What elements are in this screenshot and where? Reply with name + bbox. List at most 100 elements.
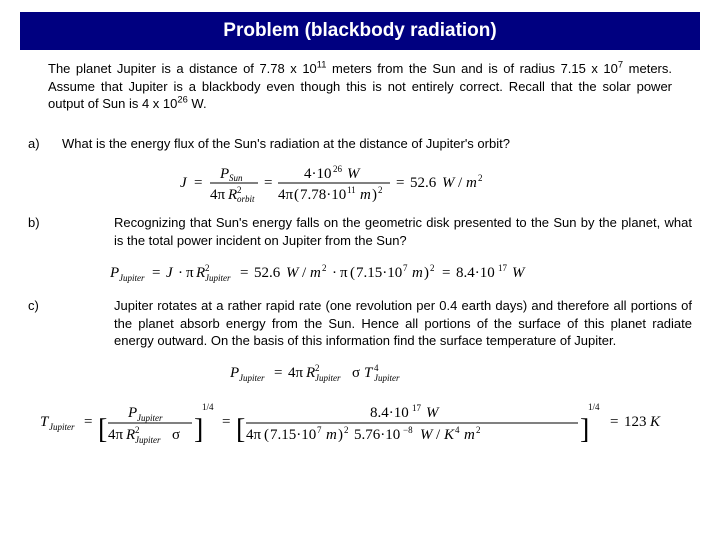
svg-text:2: 2 xyxy=(135,425,140,435)
svg-text:2: 2 xyxy=(344,425,349,435)
equation-a: J = PSun 4πR2orbit = 4·1026W 4π (7.78·10… xyxy=(28,162,692,204)
svg-text:P: P xyxy=(127,405,137,421)
equation-c1: PJupiter = 4πR2Jupiter σ T4Jupiter xyxy=(28,360,692,386)
svg-text:7.15·10: 7.15·10 xyxy=(270,427,316,443)
svg-text:17: 17 xyxy=(412,403,422,413)
svg-text:P: P xyxy=(110,265,119,281)
intro-text: The planet Jupiter is a distance of 7.78… xyxy=(28,60,692,125)
svg-text:·: · xyxy=(178,265,183,281)
svg-text:4π: 4π xyxy=(246,427,262,443)
svg-text:7.78·10: 7.78·10 xyxy=(300,187,346,203)
svg-text:Jupiter: Jupiter xyxy=(119,273,145,283)
svg-text:W: W xyxy=(442,175,456,191)
svg-text:/: / xyxy=(458,175,463,191)
svg-text:K: K xyxy=(649,414,661,430)
svg-text:4: 4 xyxy=(455,425,460,435)
svg-text:P: P xyxy=(230,365,239,381)
svg-text:2: 2 xyxy=(476,425,481,435)
svg-text:Jupiter: Jupiter xyxy=(205,273,231,283)
svg-text:W: W xyxy=(512,265,526,281)
svg-text:7: 7 xyxy=(403,263,408,273)
svg-text:): ) xyxy=(424,265,429,281)
svg-text:2: 2 xyxy=(378,185,383,195)
svg-text:orbit: orbit xyxy=(237,194,255,204)
svg-text:m: m xyxy=(310,265,321,281)
svg-text:=: = xyxy=(84,414,92,430)
svg-text:52.6: 52.6 xyxy=(410,175,437,191)
svg-text:=: = xyxy=(240,265,248,281)
equation-b: PJupiter = J·πR2Jupiter = 52.6W/m2 ·π (7… xyxy=(28,259,692,287)
svg-text:5.76·10: 5.76·10 xyxy=(354,427,400,443)
svg-text:J: J xyxy=(180,175,188,191)
question-c: c) Jupiter rotates at a rather rapid rat… xyxy=(28,297,692,350)
svg-text:): ) xyxy=(372,187,377,203)
svg-text:=: = xyxy=(610,414,618,430)
svg-text:W: W xyxy=(420,427,434,443)
svg-text:−8: −8 xyxy=(403,425,413,435)
svg-text:π: π xyxy=(186,265,194,281)
svg-text:2: 2 xyxy=(478,173,483,183)
svg-text:R: R xyxy=(125,427,135,443)
svg-text:σ: σ xyxy=(172,427,180,443)
svg-text:4π: 4π xyxy=(278,187,294,203)
svg-text:m: m xyxy=(464,427,475,443)
svg-text:/: / xyxy=(436,427,441,443)
svg-text:=: = xyxy=(264,175,272,191)
svg-text:Jupiter: Jupiter xyxy=(135,435,161,445)
svg-text:): ) xyxy=(338,427,343,443)
svg-text:=: = xyxy=(222,414,230,430)
svg-text:Sun: Sun xyxy=(229,173,243,183)
svg-text:m: m xyxy=(326,427,337,443)
svg-text:Jupiter: Jupiter xyxy=(374,373,400,383)
svg-text:7: 7 xyxy=(317,425,322,435)
svg-text:W: W xyxy=(286,265,300,281)
svg-text:4π: 4π xyxy=(210,187,226,203)
svg-text:R: R xyxy=(227,187,237,203)
svg-text:11: 11 xyxy=(347,185,356,195)
svg-text:=: = xyxy=(274,365,282,381)
svg-text:Jupiter: Jupiter xyxy=(239,373,265,383)
svg-text:=: = xyxy=(442,265,450,281)
label-c: c) xyxy=(28,297,54,350)
svg-text:K: K xyxy=(443,427,455,443)
svg-text:=: = xyxy=(152,265,160,281)
svg-text:4: 4 xyxy=(374,363,379,373)
svg-text:(: ( xyxy=(264,427,269,443)
svg-text:1/4: 1/4 xyxy=(202,402,214,412)
svg-text:W: W xyxy=(347,166,361,182)
label-b: b) xyxy=(28,214,54,249)
text-c: Jupiter rotates at a rather rapid rate (… xyxy=(54,297,692,350)
svg-text:·: · xyxy=(332,265,337,281)
svg-text:R: R xyxy=(195,265,205,281)
svg-text:P: P xyxy=(219,166,229,182)
text-a: What is the energy flux of the Sun's rad… xyxy=(54,135,692,153)
svg-text:8.4·10: 8.4·10 xyxy=(456,265,495,281)
svg-text:4·10: 4·10 xyxy=(304,166,332,182)
title-bar: Problem (blackbody radiation) xyxy=(20,12,700,50)
svg-text:4π: 4π xyxy=(288,365,304,381)
svg-text:[: [ xyxy=(236,414,245,445)
equation-c2: TJupiter = [ PJupiter 4πR2Jupiterσ ] 1/4… xyxy=(28,396,692,450)
svg-text:W: W xyxy=(426,405,440,421)
svg-text:Jupiter: Jupiter xyxy=(315,373,341,383)
label-a: a) xyxy=(28,135,54,153)
svg-text:Jupiter: Jupiter xyxy=(137,413,163,423)
svg-text:T: T xyxy=(364,365,374,381)
svg-text:σ: σ xyxy=(352,365,360,381)
text-b: Recognizing that Sun's energy falls on t… xyxy=(54,214,692,249)
svg-text:m: m xyxy=(360,187,371,203)
svg-text:]: ] xyxy=(580,414,589,445)
question-b: b) Recognizing that Sun's energy falls o… xyxy=(28,214,692,249)
svg-text:4π: 4π xyxy=(108,427,124,443)
svg-text:7.15·10: 7.15·10 xyxy=(356,265,402,281)
svg-text:]: ] xyxy=(194,414,203,445)
svg-text:2: 2 xyxy=(430,263,435,273)
svg-text:1/4: 1/4 xyxy=(588,402,600,412)
svg-text:17: 17 xyxy=(498,263,508,273)
svg-text:R: R xyxy=(305,365,315,381)
page-title: Problem (blackbody radiation) xyxy=(223,20,496,41)
question-a: a) What is the energy flux of the Sun's … xyxy=(28,135,692,153)
svg-text:(: ( xyxy=(350,265,355,281)
svg-text:=: = xyxy=(194,175,202,191)
svg-text:J: J xyxy=(166,265,174,281)
